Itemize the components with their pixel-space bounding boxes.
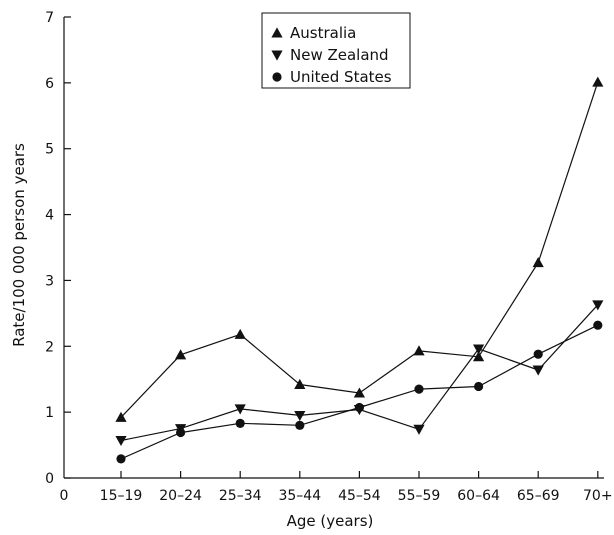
- data-point-australia: [353, 387, 365, 398]
- y-tick-label: 6: [45, 76, 54, 92]
- axes: [63, 17, 604, 479]
- y-tick-label: 1: [45, 405, 54, 421]
- data-point-new-zealand: [115, 435, 127, 447]
- data-point-australia: [473, 351, 485, 362]
- y-axis-title: Rate/100 000 person years: [10, 143, 28, 347]
- data-point-new-zealand: [473, 344, 485, 355]
- data-point-australia: [115, 411, 127, 422]
- y-axis-ticks: 0 1 2 3 4 5 6 7: [45, 10, 71, 487]
- x-tick-label: 45–54: [338, 488, 381, 504]
- legend-label: United States: [290, 68, 392, 86]
- series-united-states: [116, 320, 603, 464]
- data-point-new-zealand: [532, 365, 544, 376]
- x-tick-label: 20–24: [159, 488, 202, 504]
- series-line-australia: [120, 82, 599, 418]
- data-point-united-states: [593, 320, 603, 330]
- data-point-new-zealand: [592, 300, 604, 311]
- legend-marker: [272, 72, 282, 82]
- data-point-united-states: [474, 381, 484, 392]
- data-point-australia: [234, 328, 246, 339]
- data-point-new-zealand: [294, 410, 306, 422]
- data-point-united-states: [176, 427, 186, 438]
- data-point-new-zealand: [413, 424, 425, 435]
- y-tick-label: 3: [45, 273, 54, 289]
- legend-label: Australia: [290, 24, 356, 42]
- x-axis-ticks: 0 15–19 20–24 25–34 35–44 45–54 55–59 60–64 65–6…: [60, 471, 613, 504]
- data-point-united-states: [235, 418, 245, 428]
- data-point-united-states: [414, 384, 424, 394]
- series-line-new-zealand: [120, 304, 599, 442]
- x-tick-label: 35–44: [278, 488, 321, 504]
- data-point-united-states: [533, 349, 543, 359]
- y-tick-label: 2: [45, 339, 54, 355]
- data-point-new-zealand: [234, 404, 246, 415]
- legend-marker: [271, 50, 283, 61]
- x-tick-label: 25–34: [219, 488, 262, 504]
- y-tick-label: 7: [45, 10, 54, 26]
- x-tick-label: 65–69: [517, 488, 560, 504]
- series-new-zealand: [115, 300, 604, 447]
- y-tick-label: 0: [45, 471, 54, 487]
- data-point-united-states: [116, 454, 126, 464]
- series-layer: [115, 76, 604, 464]
- x-tick-label: 70+: [583, 488, 613, 504]
- y-tick-label: 5: [45, 142, 54, 158]
- legend-label: New Zealand: [290, 46, 389, 64]
- x-tick-label: 55–59: [398, 488, 441, 504]
- data-point-united-states: [354, 402, 364, 413]
- data-point-australia: [532, 257, 544, 268]
- legend-box: [261, 12, 411, 89]
- data-point-australia: [175, 349, 187, 360]
- x-tick-label: 0: [60, 488, 69, 504]
- data-point-australia: [592, 76, 604, 87]
- data-point-united-states: [295, 420, 305, 430]
- series-australia: [115, 76, 604, 422]
- x-axis-title: Age (years): [287, 512, 374, 530]
- x-tick-label: 60–64: [457, 488, 500, 504]
- legend-marker: [271, 27, 283, 38]
- x-tick-label: 15–19: [100, 488, 143, 504]
- y-tick-label: 4: [45, 208, 54, 224]
- data-point-australia: [413, 345, 425, 356]
- data-point-australia: [294, 378, 306, 389]
- legend: Australia New Zealand United States: [261, 12, 411, 89]
